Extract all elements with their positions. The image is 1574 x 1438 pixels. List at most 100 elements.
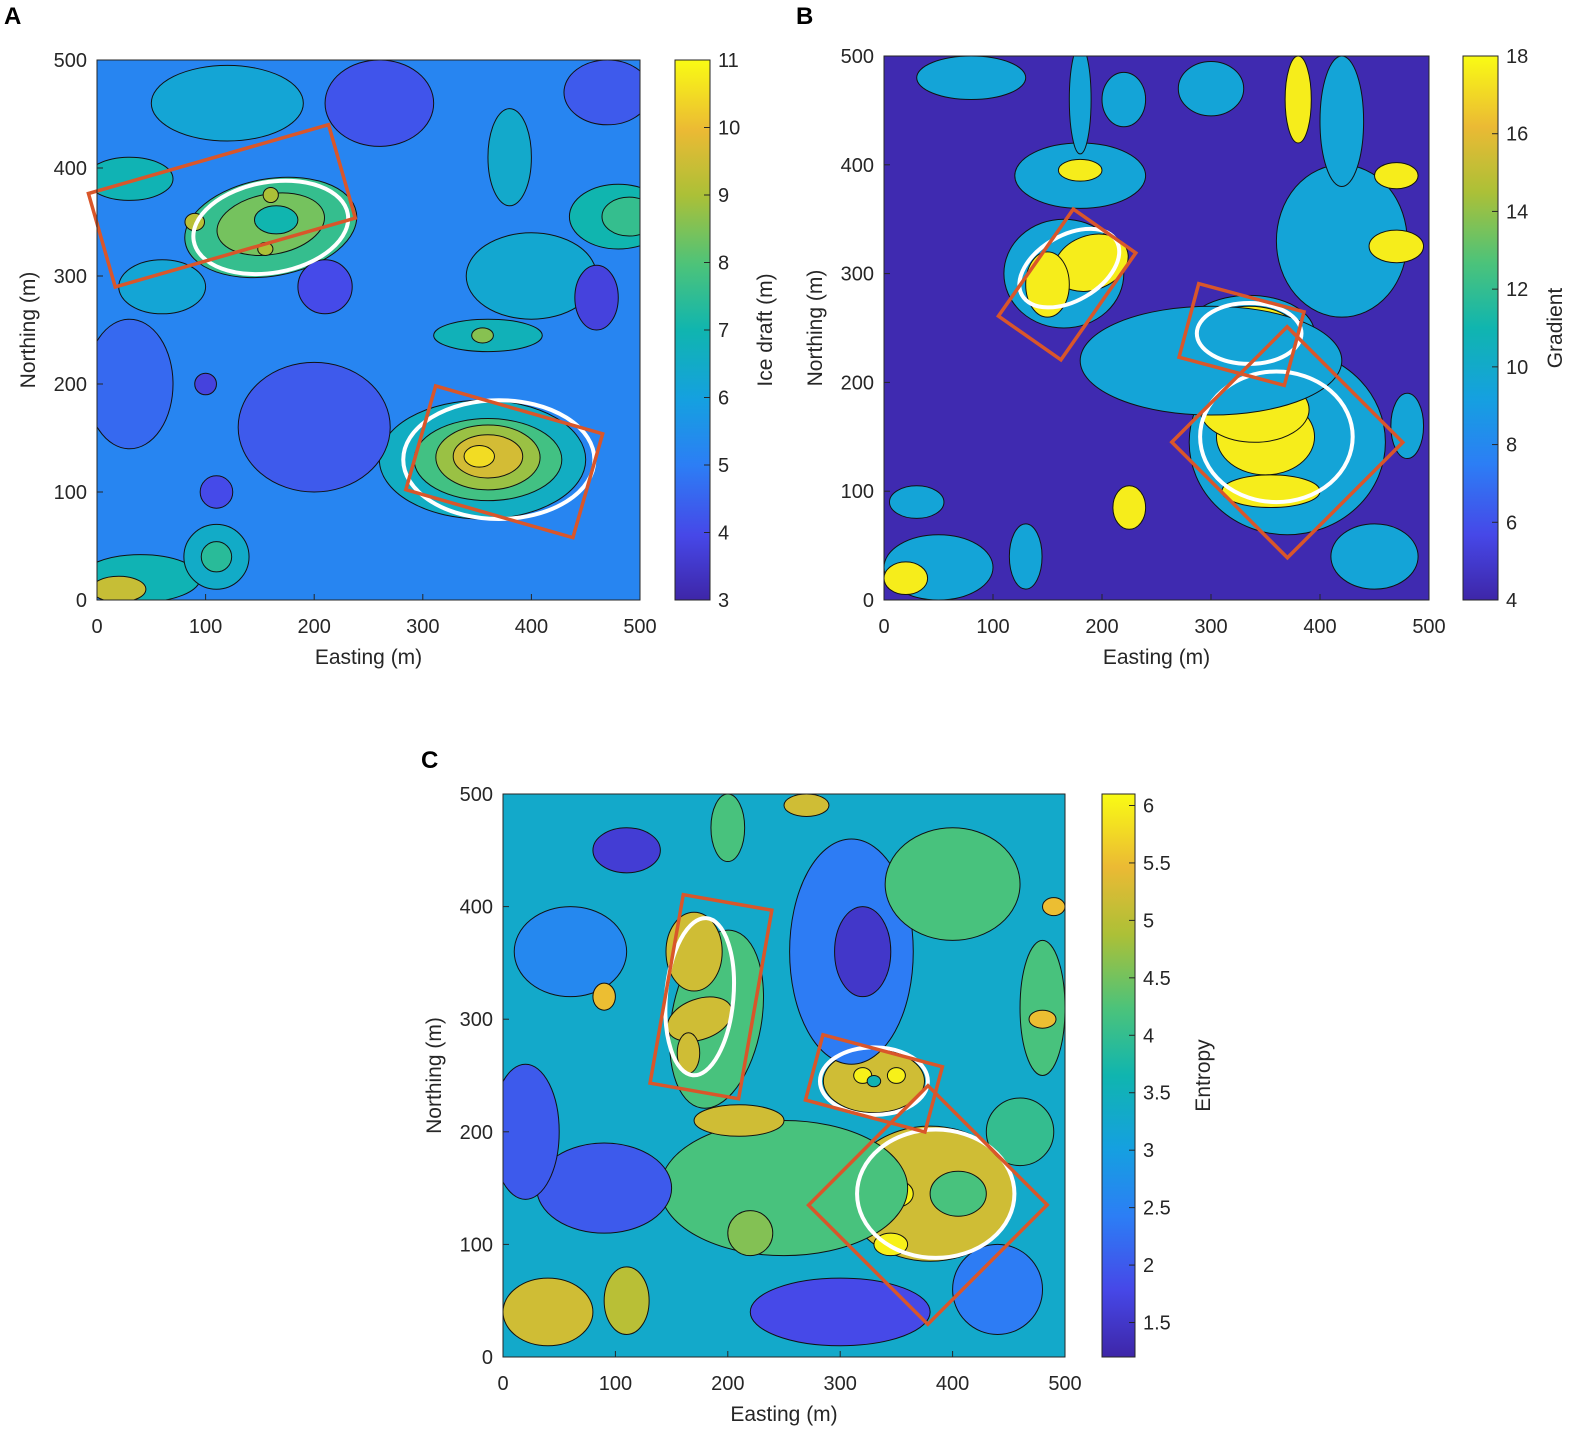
x-tick-label: 100 [976, 616, 1009, 638]
y-tick-label: 500 [460, 784, 493, 806]
contour-region [884, 827, 1021, 941]
y-tick-label: 500 [54, 50, 87, 72]
contour-region [886, 1067, 906, 1084]
contour-region [471, 327, 494, 344]
contour-region [463, 445, 495, 468]
colorbar-tick-label: 11 [718, 50, 739, 72]
contour-region [97, 318, 174, 450]
colorbar-label: Entropy [1192, 1039, 1215, 1112]
contour-region [324, 60, 435, 147]
contour-region [1042, 897, 1065, 917]
contour-region [200, 541, 233, 573]
detected-outline [1198, 369, 1355, 505]
contour-region [1068, 56, 1092, 155]
contour-region [1112, 485, 1147, 530]
colorbar-tick-label: 8 [1506, 435, 1517, 457]
x-tick-label: 300 [1194, 616, 1227, 638]
colorbar-tick-label: 14 [1506, 201, 1528, 223]
detection-box [803, 1032, 945, 1135]
contour-region [503, 1063, 560, 1200]
contour-region [985, 1097, 1055, 1167]
axes-frame [96, 59, 641, 601]
y-tick-label: 300 [841, 264, 874, 286]
x-tick-label: 400 [1303, 616, 1336, 638]
x-tick-label: 0 [878, 616, 889, 638]
contour-region [503, 1277, 594, 1347]
y-axis-label: Northing (m) [423, 1017, 446, 1134]
detection-box [403, 383, 605, 540]
contour-region [1028, 1009, 1057, 1029]
y-tick-label: 100 [841, 481, 874, 503]
colorbar-tick-label: 3 [1143, 1140, 1154, 1162]
x-tick-label: 500 [623, 616, 656, 638]
plot-area-a [97, 60, 640, 600]
contour-region [952, 1243, 1044, 1335]
contour-region [118, 259, 207, 315]
contour-region [1330, 523, 1419, 590]
map-a: 0 100 200 300 400 500 0 100 200 300 400 500 Easting … [17, 50, 657, 669]
contour-region [150, 64, 304, 142]
y-tick-label: 100 [54, 482, 87, 504]
detection-box [1169, 324, 1406, 561]
colorbar-tick-label: 1.5 [1143, 1313, 1171, 1335]
colorbar-tick-label: 6 [718, 388, 729, 410]
colorbar-tick-label: 6 [1143, 795, 1154, 817]
colorbar-tick-label: 5 [718, 455, 729, 477]
panel-c: C 0 100 200 300 400 500 0 100 200 300 400 500 Eastin… [421, 747, 1215, 1426]
contour-region [1319, 56, 1365, 188]
contour-region [1057, 158, 1103, 182]
y-tick-label: 400 [841, 155, 874, 177]
x-tick-label: 500 [1048, 1373, 1081, 1395]
x-tick-label: 200 [1085, 616, 1118, 638]
x-tick-label: 200 [298, 616, 331, 638]
contour-region [693, 1104, 785, 1137]
x-axis-label: Easting (m) [1103, 646, 1210, 669]
y-tick-label: 0 [863, 590, 874, 612]
x-tick-label: 500 [1412, 616, 1445, 638]
contour-region [487, 108, 532, 207]
y-tick-label: 500 [841, 46, 874, 68]
x-tick-label: 400 [936, 1373, 969, 1395]
colorbar-tick-label: 12 [1506, 279, 1528, 301]
contour-region [929, 1170, 987, 1217]
contour-region [1368, 229, 1425, 264]
contour-region [749, 1277, 931, 1347]
map-c: 0 100 200 300 400 500 0 100 200 300 400 500 Easting … [423, 784, 1082, 1426]
detected-outline [855, 1127, 1017, 1260]
y-axis-label: Northing (m) [17, 272, 40, 389]
detection-box [648, 892, 774, 1101]
colorbar-tick-label: 8 [718, 253, 729, 275]
colorbar-tick-label: 3 [718, 590, 729, 612]
panel-letter-c: C [421, 747, 438, 774]
x-tick-label: 0 [91, 616, 102, 638]
colorbar-bar [1462, 55, 1499, 601]
contour-region [916, 56, 1027, 101]
contour-region [1101, 71, 1147, 128]
x-axis-label: Easting (m) [730, 1403, 837, 1426]
contour-region [262, 186, 279, 204]
contour-region [1008, 523, 1043, 590]
x-axis-label: Easting (m) [315, 646, 422, 669]
colorbar-tick-label: 10 [718, 118, 740, 140]
contour-region [563, 60, 640, 126]
contour-region [253, 205, 299, 235]
colorbar-tick-label: 4 [1506, 590, 1517, 612]
contour-region [1177, 60, 1245, 117]
x-tick-label: 0 [497, 1373, 508, 1395]
contour-region [1079, 305, 1343, 416]
contour-region [574, 264, 619, 331]
contour-region [592, 982, 616, 1011]
colorbar-tick-label: 2 [1143, 1255, 1154, 1277]
x-tick-label: 200 [711, 1373, 744, 1395]
colorbar-bar [1101, 793, 1136, 1358]
x-tick-label: 100 [189, 616, 222, 638]
colorbar-tick-label: 4 [1143, 1025, 1154, 1047]
colorbar-tick-label: 10 [1506, 357, 1528, 379]
panel-letter-a: A [4, 3, 21, 30]
contour-region [884, 561, 929, 596]
colorbar-tick-label: 3.5 [1143, 1083, 1171, 1105]
colorbar-tick-label: 7 [718, 320, 729, 342]
y-tick-label: 0 [76, 590, 87, 612]
colorbar-tick-label: 5 [1143, 910, 1154, 932]
colorbar-c: 1.5 2 2.5 3 3.5 4 4.5 5 5.5 6 Entropy [1101, 793, 1215, 1358]
